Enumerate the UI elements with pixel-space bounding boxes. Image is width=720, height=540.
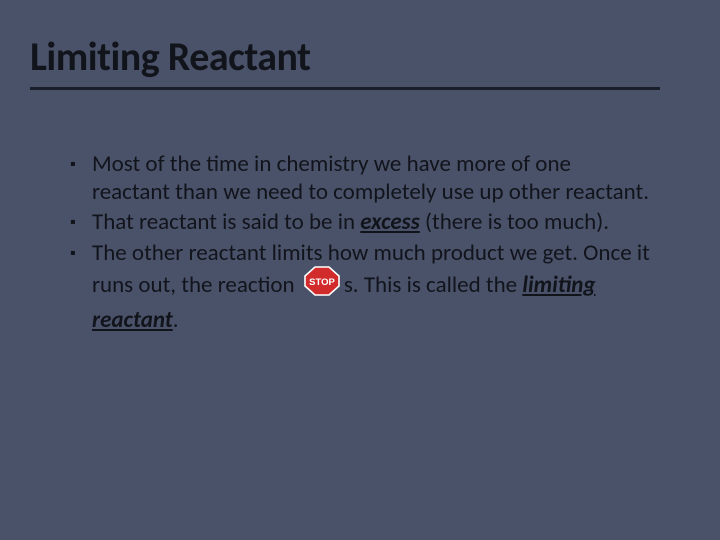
stop-sign-icon: STOP — [302, 265, 342, 304]
slide-title: Limiting Reactant — [30, 32, 660, 81]
stop-sign-text: STOP — [309, 277, 335, 288]
text-segment: . — [173, 306, 179, 334]
bullet-item: ▪ That reactant is said to be in excess … — [70, 208, 650, 237]
bullet-text: Most of the time in chemistry we have mo… — [92, 150, 650, 206]
title-bar: Limiting Reactant — [30, 32, 660, 90]
bullet-text: That reactant is said to be in excess (t… — [92, 208, 650, 236]
slide-body: ▪ Most of the time in chemistry we have … — [70, 150, 650, 336]
bullet-marker: ▪ — [70, 208, 92, 237]
bullet-item: ▪ The other reactant limits how much pro… — [70, 239, 650, 334]
text-segment: (there is too much). — [420, 208, 609, 236]
bullet-marker: ▪ — [70, 150, 92, 179]
bullet-marker: ▪ — [70, 239, 92, 268]
bullet-text: The other reactant limits how much produ… — [92, 239, 650, 334]
text-segment: s. This is called the — [344, 271, 523, 299]
text-segment: That reactant is said to be in — [92, 208, 360, 236]
bullet-item: ▪ Most of the time in chemistry we have … — [70, 150, 650, 206]
emphasis-excess: excess — [360, 208, 420, 236]
